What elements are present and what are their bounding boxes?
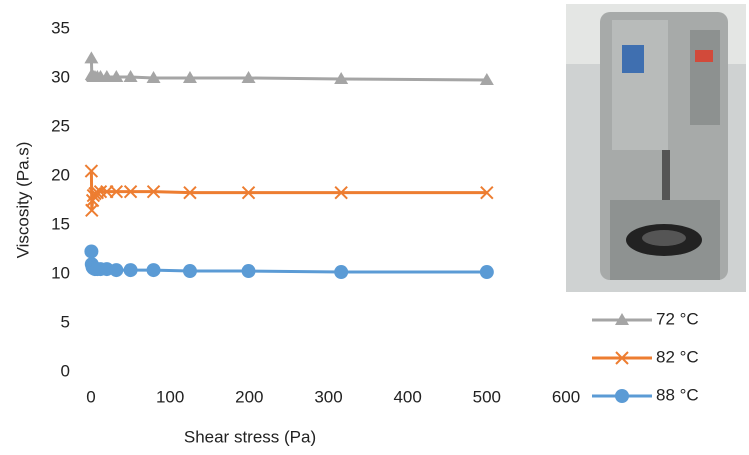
- marker: [183, 185, 197, 200]
- photo-panel: [612, 20, 668, 150]
- y-tick-label: 10: [51, 263, 70, 282]
- legend-label: 72 °C: [656, 309, 699, 328]
- marker: [241, 264, 256, 279]
- y-tick-label: 5: [61, 312, 70, 331]
- marker: [479, 265, 494, 280]
- legend-marker: [615, 351, 629, 365]
- marker: [100, 184, 114, 199]
- y-axis-title: Viscosity (Pa.s): [13, 142, 32, 259]
- x-axis-title: Shear stress (Pa): [184, 427, 316, 446]
- marker: [109, 70, 124, 83]
- legend-label: 88 °C: [656, 385, 699, 404]
- marker: [182, 71, 197, 83]
- legend-marker: [615, 313, 629, 325]
- photo-screen: [695, 50, 713, 62]
- marker: [146, 184, 161, 199]
- marker: [99, 70, 114, 83]
- y-tick-label: 30: [51, 67, 70, 86]
- marker: [109, 263, 124, 278]
- marker: [84, 51, 99, 64]
- series-line: [89, 171, 487, 211]
- marker: [123, 70, 138, 83]
- y-tick-label: 35: [51, 18, 70, 37]
- photo-label: [622, 45, 644, 73]
- marker: [334, 185, 348, 200]
- legend-marker: [615, 389, 629, 403]
- x-tick-label: 0: [86, 387, 95, 406]
- marker: [480, 185, 494, 200]
- photo-display: [690, 30, 720, 125]
- x-tick-label: 100: [156, 387, 184, 406]
- marker: [241, 71, 256, 83]
- marker: [334, 71, 349, 84]
- y-tick-label: 0: [61, 361, 70, 380]
- marker: [84, 244, 99, 259]
- y-tick-label: 20: [51, 165, 70, 184]
- marker: [123, 184, 138, 199]
- photo-spindle: [662, 150, 670, 205]
- x-tick-label: 400: [393, 387, 421, 406]
- marker: [334, 265, 349, 280]
- marker: [146, 263, 161, 278]
- marker: [123, 263, 138, 278]
- x-tick-label: 600: [552, 387, 580, 406]
- photo-plate-center: [642, 230, 686, 246]
- marker: [146, 71, 161, 83]
- x-tick-label: 200: [235, 387, 263, 406]
- x-tick-label: 500: [473, 387, 501, 406]
- y-tick-label: 15: [51, 214, 70, 233]
- marker: [182, 264, 197, 279]
- legend-label: 82 °C: [656, 347, 699, 366]
- marker: [479, 72, 494, 85]
- instrument-photo: [566, 4, 746, 292]
- marker: [241, 185, 256, 200]
- marker: [109, 184, 124, 199]
- y-tick-label: 25: [51, 116, 70, 135]
- x-tick-label: 300: [314, 387, 342, 406]
- marker: [93, 184, 108, 199]
- marker: [84, 164, 99, 178]
